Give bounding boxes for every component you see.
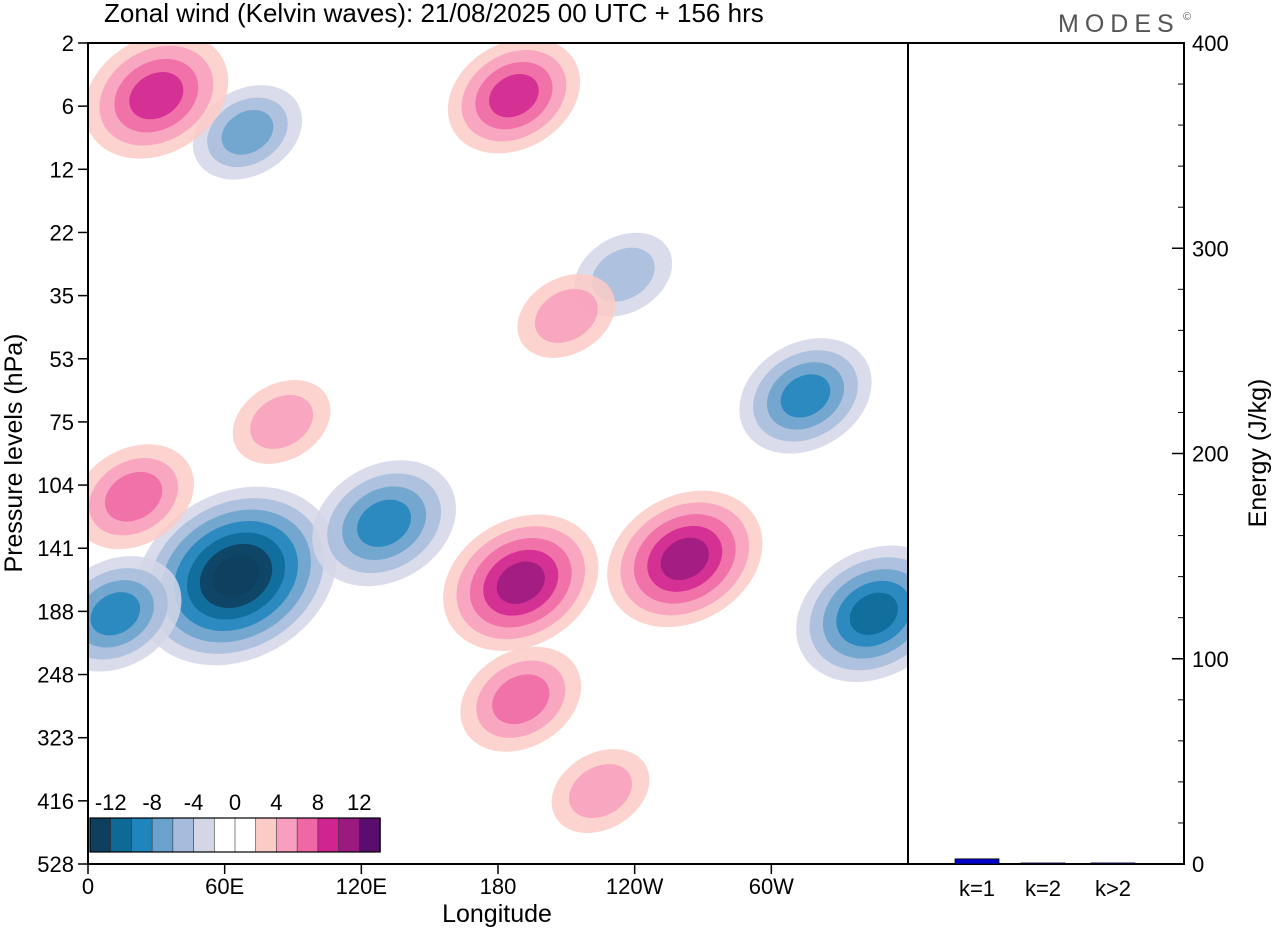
colorbar-swatch	[213, 817, 236, 853]
y-tick-label: 416	[37, 789, 74, 814]
colorbar-swatch	[193, 817, 216, 853]
modes-logo-mark: ©	[1183, 11, 1191, 23]
energy-panel-frame	[907, 42, 1185, 865]
heatmap-feature-12-ring-2	[104, 471, 163, 522]
energy-category-label: k=2	[1025, 876, 1061, 901]
energy-tick-label: 400	[1192, 31, 1229, 56]
x-tick-label: 60E	[205, 874, 244, 899]
heatmap-feature-9-ring-2	[492, 674, 550, 725]
energy-tick-label: 0	[1192, 852, 1204, 877]
colorbar-swatch	[131, 817, 153, 853]
y-axis-label: Pressure levels (hPa)	[0, 334, 28, 573]
heatmap-feature-1-ring-3	[90, 592, 141, 636]
energy-tick-label: 100	[1192, 647, 1229, 672]
x-tick-label: 180	[480, 874, 517, 899]
heatmap-feature-3-ring-4	[849, 592, 898, 635]
energy-bar-k=1	[954, 858, 1000, 865]
colorbar-swatch	[296, 817, 319, 853]
y-tick-label: 188	[37, 599, 74, 624]
energy-category-label: k>2	[1095, 876, 1131, 901]
energy-category-label: k=1	[959, 876, 995, 901]
y-tick-label: 104	[37, 473, 74, 498]
modes-logo: MODES	[1058, 10, 1180, 38]
heatmap-feature-15-ring-1	[534, 288, 598, 343]
x-tick-label: 120W	[606, 874, 664, 899]
heatmap-feature-7-ring-4	[496, 561, 545, 604]
y-tick-label: 53	[50, 347, 74, 372]
x-tick-label: 60W	[749, 874, 794, 899]
energy-bar-k>2	[1090, 862, 1136, 865]
y-tick-label: 248	[37, 663, 74, 688]
y-tick-label: 6	[62, 94, 74, 119]
x-tick-label: 120E	[336, 874, 387, 899]
heatmap-feature-0-ring-6	[212, 555, 260, 597]
y-tick-label: 528	[37, 852, 74, 877]
y-tick-label: 323	[37, 726, 74, 751]
energy-tick-label: 200	[1192, 442, 1229, 467]
heatmap-feature-4-ring-3	[780, 374, 831, 418]
colorbar-swatch	[358, 817, 381, 853]
energy-bar-k=2	[1020, 862, 1066, 865]
y-tick-label: 141	[37, 536, 74, 561]
y-tick-label: 12	[50, 157, 74, 182]
colorbar-label: -4	[184, 790, 204, 815]
colorbar-label: 8	[312, 790, 324, 815]
y-tick-label: 35	[50, 284, 74, 309]
heatmap-feature-8-ring-4	[660, 537, 709, 581]
colorbar-label: 4	[270, 790, 282, 815]
energy-axis-label: Energy (J/kg)	[1244, 379, 1272, 528]
heatmap-feature-14-ring-3	[129, 72, 184, 120]
colorbar-swatch	[110, 817, 133, 853]
heatmap-feature-2-ring-3	[357, 499, 412, 547]
colorbar-swatch	[255, 817, 278, 853]
colorbar-swatch	[151, 817, 174, 853]
heatmap-feature-13-ring-3	[489, 74, 539, 118]
colorbar-label: 0	[229, 790, 241, 815]
heatmap-feature-10-ring-1	[569, 764, 632, 819]
y-tick-label: 75	[50, 410, 74, 435]
colorbar-swatch	[89, 817, 112, 853]
heatmap-field	[88, 43, 908, 864]
heatmap-feature-6-ring-2	[221, 110, 274, 155]
colorbar-label: -8	[142, 790, 162, 815]
energy-tick-label: 300	[1192, 236, 1229, 261]
colorbar-swatch	[317, 817, 340, 853]
chart-title: Zonal wind (Kelvin waves): 21/08/2025 00…	[104, 0, 764, 28]
colorbar-swatch	[338, 817, 361, 853]
colorbar-label: 12	[347, 790, 371, 815]
y-tick-label: 22	[50, 220, 74, 245]
colorbar-frame	[89, 817, 381, 853]
x-axis-label: Longitude	[442, 900, 552, 928]
heatmap-feature-11-ring-1	[250, 394, 314, 449]
colorbar-swatch	[172, 817, 195, 853]
colorbar-swatch	[276, 817, 298, 853]
x-tick-label: 0	[82, 874, 94, 899]
y-tick-label: 2	[62, 31, 74, 56]
colorbar-swatch	[234, 817, 257, 853]
colorbar-label: -12	[95, 790, 127, 815]
